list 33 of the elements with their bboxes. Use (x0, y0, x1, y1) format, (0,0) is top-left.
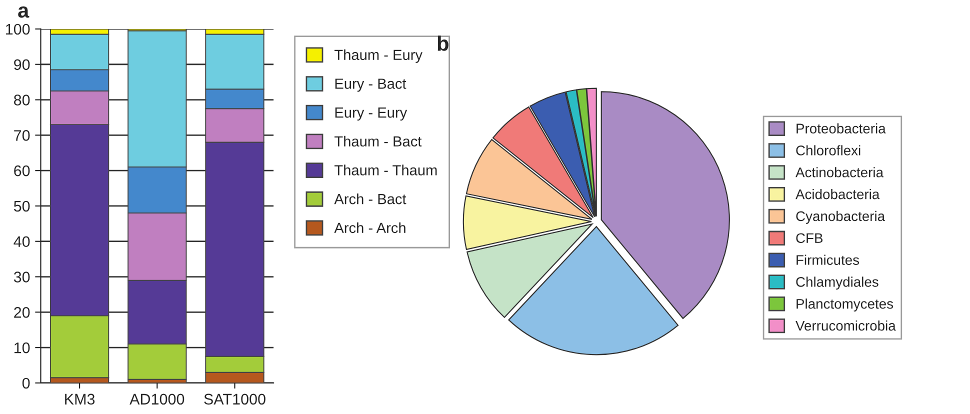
legend-label: Actinobacteria (796, 167, 884, 178)
legend-label: Eury - Bact (335, 78, 406, 92)
legend-label: Proteobacteria (796, 123, 886, 134)
legend-label: Thaum - Bact (334, 136, 422, 147)
y-tick-label: 100 (6, 24, 30, 35)
y-tick-label: 50 (14, 200, 30, 212)
y-tick-label: 90 (14, 59, 30, 70)
y-tick-label: 40 (14, 236, 30, 248)
legend-label: Verrucomicrobia (796, 320, 896, 331)
legend-label: Firmicutes (796, 254, 860, 265)
chart-title: a (18, 6, 30, 18)
x-tick-label: KM3 (65, 394, 95, 405)
legend-label: Planctomycetes (796, 298, 894, 312)
x-tick-label: AD1000 (130, 394, 184, 405)
legend-label: Arch - Arch (334, 222, 406, 234)
legend-label: Thaum - Thaum (334, 164, 437, 176)
legend-label: Acidobacteria (796, 189, 880, 200)
y-tick-label: 60 (14, 165, 30, 176)
legend-label: Arch - Bact (334, 194, 406, 204)
y-tick-label: 70 (14, 130, 30, 141)
x-tick-label: SAT1000 (204, 394, 266, 405)
legend-label: CFB (796, 233, 823, 244)
y-tick-label: 10 (14, 342, 30, 354)
legend-label: Chloroflexi (796, 145, 860, 156)
y-tick-label: 20 (14, 307, 30, 318)
legend-label: Chlamydiales (796, 276, 878, 290)
legend-label: Eury - Eury (335, 108, 408, 121)
y-tick-label: 30 (14, 272, 30, 282)
legend-label: Thaum - Eury (334, 49, 422, 63)
legend-label: Cyanobacteria (796, 210, 886, 224)
chart-title: b (438, 36, 448, 51)
y-tick-label: 0 (22, 378, 30, 389)
y-tick-label: 80 (14, 94, 30, 106)
